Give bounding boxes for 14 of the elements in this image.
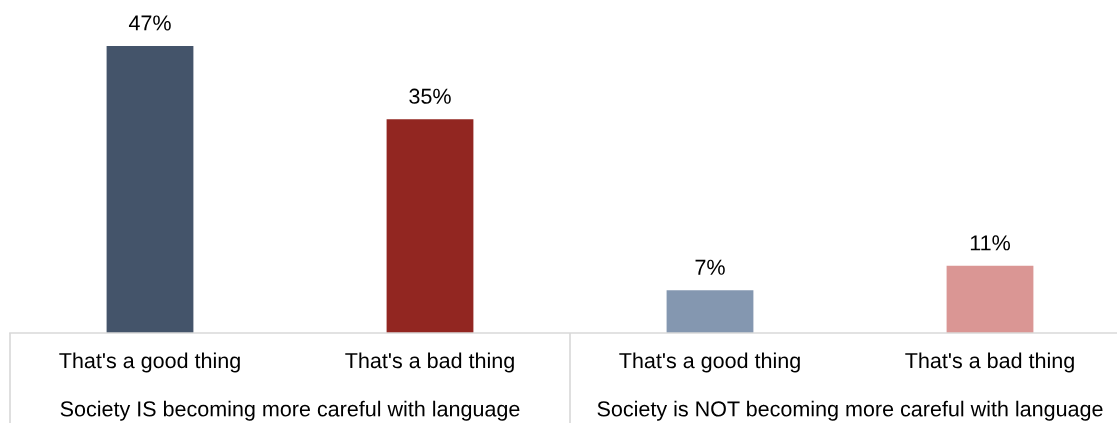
text: Society IS becoming more careful with language <box>60 400 520 421</box>
x-tick-label: That's a bad thing <box>345 352 514 373</box>
data-label: 47% <box>128 15 171 31</box>
x-tick-label: That's a good thing <box>59 352 240 373</box>
x-tick-label: That's a bad thing <box>905 352 1074 373</box>
data-label: 7% <box>695 259 725 275</box>
bar <box>106 45 194 333</box>
data-label: 11% <box>970 235 1010 251</box>
x-tick-label: That's a good thing <box>619 352 800 373</box>
bar <box>946 265 1034 333</box>
bar <box>386 119 474 333</box>
text: Society is NOT becoming more careful with language <box>597 400 1103 421</box>
data-label: 35% <box>409 88 451 104</box>
bar <box>666 290 754 333</box>
